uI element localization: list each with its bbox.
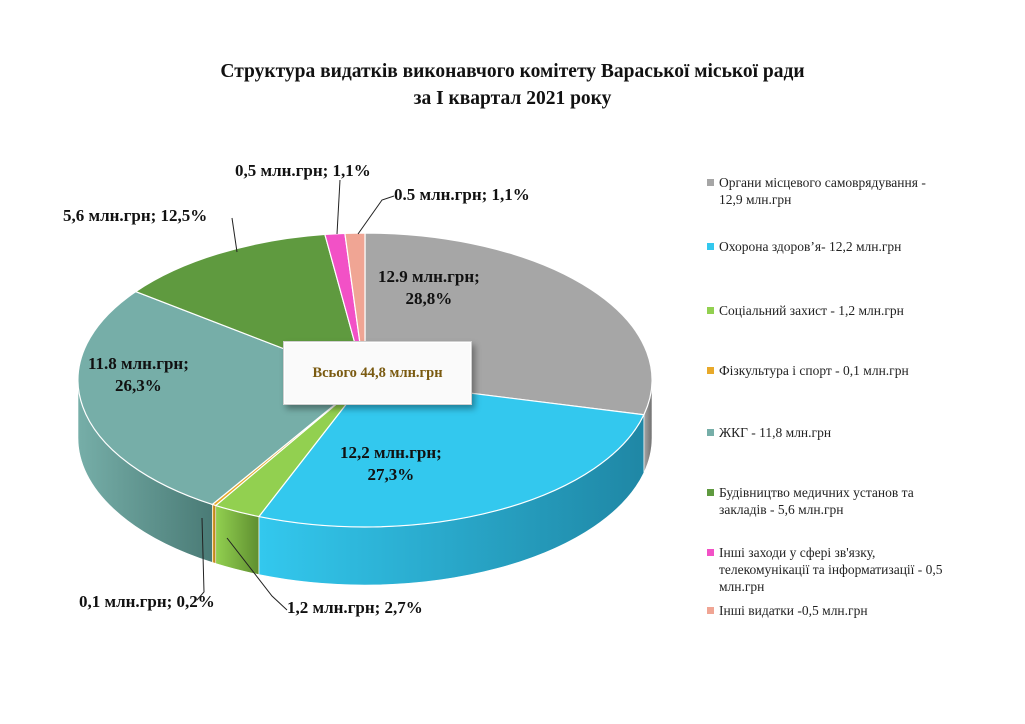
pie-slice-okhorona [257,379,645,528]
legend-text-inshi-vydatky: Інші видатки -0,5 млн.грн [719,603,868,618]
leader-line-inshi-vydatky [357,195,395,235]
legend-swatch-fizkultura [707,367,714,374]
label-okhorona-percent: 27,3% [367,465,415,484]
label-sotsialnyi-value: 1,2 млн.грн; 2,7% [287,598,423,617]
label-okhorona-value: 12,2 млн.грн; [340,443,442,462]
legend-swatch-zhkg [707,429,714,436]
label-organy: 12.9 млн.грн; 28,8% [378,266,480,310]
legend-item-budivnytstvo: Будівництво медичних установ та закладів… [707,484,952,518]
legend-text-okhorona: Охорона здоров’я- 12,2 млн.грн [719,239,902,254]
label-organy-value: 12.9 млн.грн; [378,267,480,286]
label-inshi-zviazok-value: 0,5 млн.грн; 1,1% [235,161,371,180]
label-inshi-zviazok: 0,5 млн.грн; 1,1% [235,160,371,182]
leader-line-fizkultura [196,517,205,601]
label-budivnytstvo: 5,6 млн.грн; 12,5% [63,205,207,227]
chart-title-line-2: за І квартал 2021 року [413,88,612,109]
legend-item-zhkg: ЖКГ - 11,8 млн.грн [707,424,952,441]
legend-swatch-inshi-zviazok [707,549,714,556]
legend-swatch-sotsialnyi [707,307,714,314]
legend-item-sotsialnyi: Соціальний захист - 1,2 млн.грн [707,302,952,319]
legend-text-inshi-zviazok: Інші заходи у сфері зв'язку, телекомунік… [719,545,943,594]
legend-text-zhkg: ЖКГ - 11,8 млн.грн [719,425,832,440]
legend-text-fizkultura: Фізкультура і спорт - 0,1 млн.грн [719,363,909,378]
label-zhkg: 11.8 млн.грн; 26,3% [88,353,189,397]
leader-line-budivnytstvo [231,217,238,253]
label-zhkg-value: 11.8 млн.грн; [88,354,189,373]
legend-item-inshi-zviazok: Інші заходи у сфері зв'язку, телекомунік… [707,544,952,595]
legend-text-sotsialnyi: Соціальний захист - 1,2 млн.грн [719,303,904,318]
legend-swatch-organy [707,179,714,186]
chart-title-line-1: Структура видатків виконавчого комітету … [220,61,805,82]
label-sotsialnyi: 1,2 млн.грн; 2,7% [287,597,423,619]
pie-side-walls [77,379,653,586]
leader-line-inshi-zviazok [336,179,341,235]
label-inshi-vydatky: 0.5 млн.грн; 1,1% [394,184,530,206]
legend-item-okhorona: Охорона здоров’я- 12,2 млн.грн [707,238,952,255]
label-budivnytstvo-value: 5,6 млн.грн; 12,5% [63,206,208,225]
label-inshi-vydatky-value: 0.5 млн.грн; 1,1% [394,185,530,204]
legend-item-inshi-vydatky: Інші видатки -0,5 млн.грн [707,602,952,619]
label-fizkultura: 0,1 млн.грн; 0,2% [79,591,215,613]
total-label: Всього 44,8 млн.грн [283,341,472,405]
legend-text-organy: Органи місцевого самоврядування - 12,9 м… [719,175,926,207]
label-okhorona: 12,2 млн.грн; 27,3% [340,442,442,486]
pie-slice-zhkg [77,290,367,506]
leader-line-sotsialnyi [226,537,288,611]
legend-swatch-okhorona [707,243,714,250]
label-organy-percent: 28,8% [405,289,453,308]
pie-side-fizkultura [212,504,217,564]
legend-swatch-inshi-vydatky [707,607,714,614]
label-fizkultura-value: 0,1 млн.грн; 0,2% [79,592,215,611]
label-zhkg-percent: 26,3% [115,376,162,395]
leader-lines [196,179,395,611]
legend-text-budivnytstvo: Будівництво медичних установ та закладів… [719,485,914,517]
pie-side-sotsialnyi [215,505,260,575]
legend-item-organy: Органи місцевого самоврядування - 12,9 м… [707,174,952,208]
legend-swatch-budivnytstvo [707,489,714,496]
legend-item-fizkultura: Фізкультура і спорт - 0,1 млн.грн [707,362,952,379]
chart-title: Структура видатків виконавчого комітету … [0,58,1025,112]
